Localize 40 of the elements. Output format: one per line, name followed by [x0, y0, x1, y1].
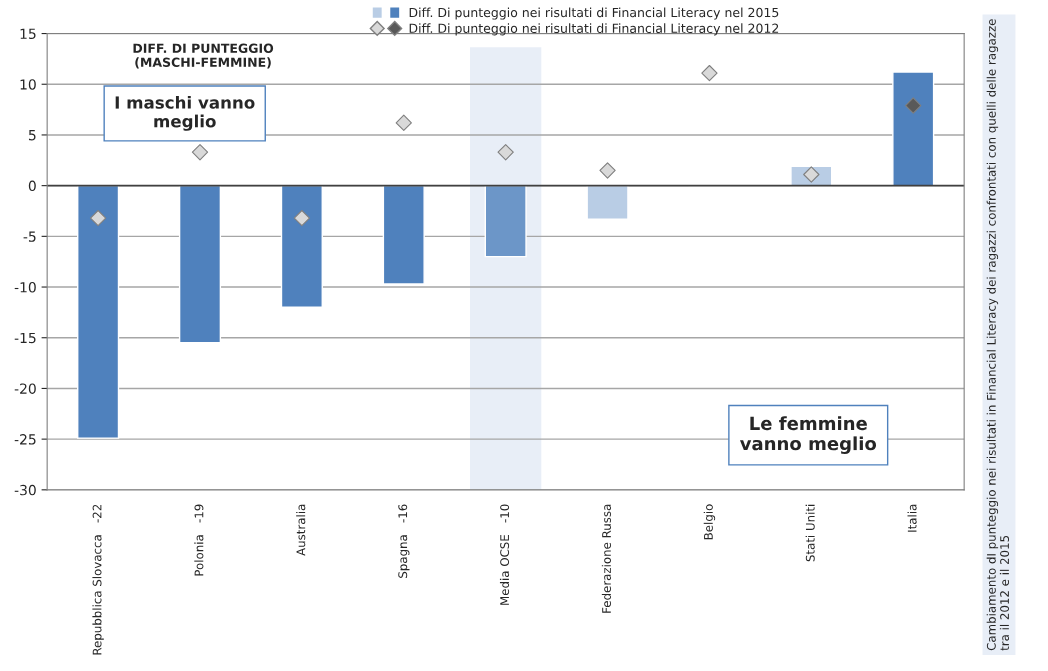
y-tick-label: 0: [28, 180, 36, 192]
bar: [892, 71, 935, 187]
annotation: DIFF. DI PUNTEGGIO (MASCHI-FEMMINE): [133, 43, 274, 69]
y-tick-label: -5: [23, 231, 36, 242]
x-tick-label: Polonia -19: [194, 504, 204, 576]
bar: [586, 184, 629, 220]
x-tick-label: Media OCSE -10: [499, 504, 510, 605]
point: [293, 209, 311, 227]
bar: [484, 184, 527, 258]
point: [89, 209, 107, 227]
x-tick-label: Italia: [907, 504, 917, 532]
x-tick-label: Australia: [296, 504, 306, 556]
y-tick-label: -15: [14, 332, 36, 344]
bar: [77, 184, 120, 439]
point: [905, 97, 922, 114]
y-tick-label: -30: [14, 484, 36, 496]
y-tick-label: 10: [20, 79, 36, 90]
y-tick-label: 15: [20, 28, 36, 40]
legend-label: Diff. Di punteggio nei risultati di Financial Literacy nel 2012: [409, 23, 779, 36]
point: [599, 162, 616, 179]
y-tick-label: 5: [28, 130, 36, 141]
x-tick-label: Stati Uniti: [805, 504, 815, 562]
annotation: Le femmine vanno meglio: [739, 416, 877, 454]
x-tick-label: Spagna -16: [398, 504, 410, 578]
text: Cambiamento dI punteggio nei risultati in Financial Literacy dei ragazzi confrontati con quelli delle ragazze tra il 2012 e il 2015: [986, 19, 1010, 651]
y-tick-label: -20: [14, 383, 36, 394]
bar: [178, 184, 222, 344]
legend-label: Diff. Di punteggio nei risultati di Financial Literacy nel 2015: [409, 7, 779, 20]
annotation: I maschi vanno meglio: [115, 95, 255, 131]
bar: [280, 184, 323, 309]
x-tick-label: Belgio: [703, 504, 716, 540]
y-tick-label: -25: [14, 434, 36, 445]
point: [395, 114, 412, 131]
y-tick-label: -10: [14, 282, 36, 293]
bar: [382, 184, 425, 285]
point: [497, 144, 514, 161]
x-tick-label: Federazione Russa: [601, 504, 611, 613]
x-tick-label: Repubblica Slovacca -22: [92, 504, 104, 655]
point: [191, 144, 209, 161]
point: [701, 64, 718, 82]
